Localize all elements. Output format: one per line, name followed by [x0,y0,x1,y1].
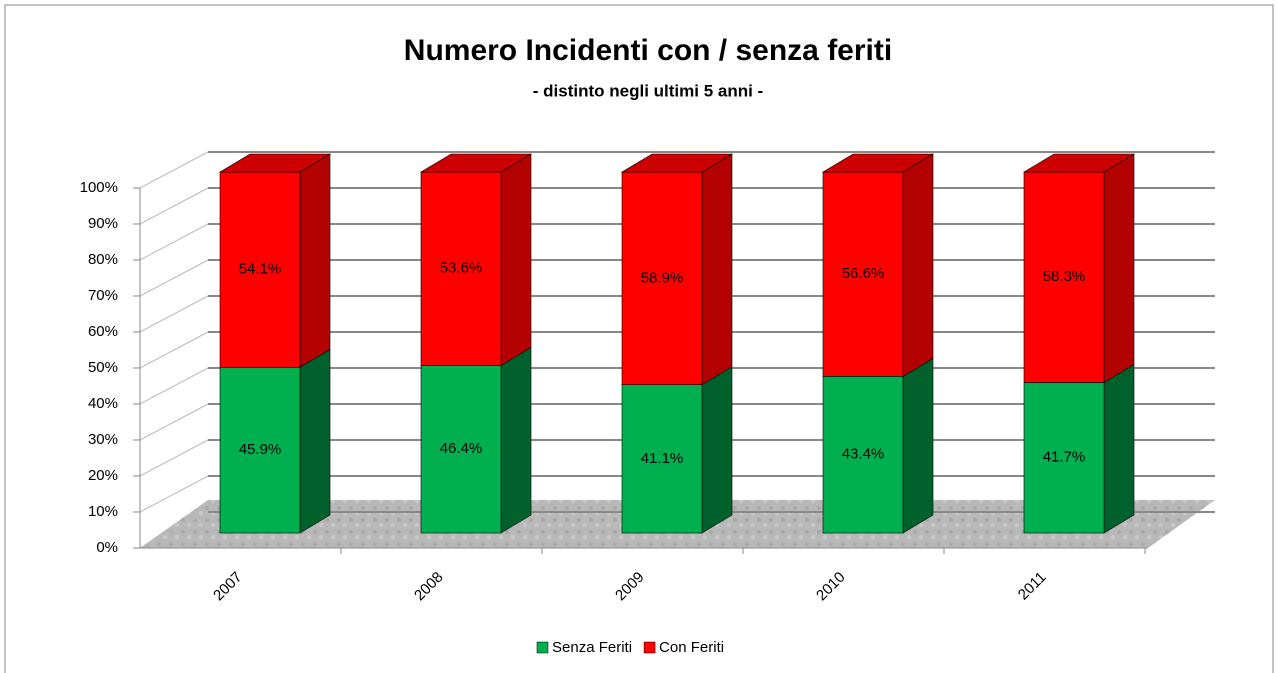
bar-side [701,153,733,386]
bar-side [902,153,934,377]
grid-line [139,331,209,369]
data-label: 41.7% [1043,449,1086,466]
data-label: 54.1% [239,261,282,278]
y-tick-label: 60% [88,323,118,340]
bar-top [419,153,533,173]
bar-side [1103,153,1135,383]
y-tick-label: 0% [96,539,118,556]
bar-top [218,153,332,173]
grid-line [139,439,209,477]
data-label: 53.6% [440,260,483,277]
data-label: 58.3% [1043,268,1086,285]
grid-line [139,295,209,333]
chart-subtitle: - distinto negli ultimi 5 anni - [533,81,763,100]
bar-top [620,153,734,173]
grid-line [139,223,209,261]
y-tick-label: 20% [88,467,118,484]
y-tick-label: 50% [88,359,118,376]
grid-line [139,403,209,441]
data-label: 43.4% [842,446,885,463]
bar [219,367,301,534]
bar-top [821,153,935,173]
bar-side [500,153,532,367]
data-label: 56.6% [842,265,885,282]
grid-line [139,259,209,297]
y-tick-label: 90% [88,215,118,232]
y-tick-label: 10% [88,503,118,520]
bar-side [500,346,532,534]
bar-side [299,153,331,368]
bar-side [701,366,733,534]
legend-label: Senza Feriti [552,639,632,656]
bar [1023,382,1105,534]
grid-line [139,367,209,405]
bar-side [902,357,934,534]
legend-swatch [536,641,549,654]
bar [1023,171,1105,383]
chart-title: Numero Incidenti con / senza feriti [404,34,892,67]
y-tick-label: 70% [88,287,118,304]
bar-side [1103,363,1135,534]
bar [219,171,301,368]
legend-label: Con Feriti [659,639,724,656]
bar [420,171,502,366]
grid-line [139,511,209,549]
bar [822,171,904,377]
y-tick-label: 30% [88,431,118,448]
bar-side [299,348,331,534]
data-label: 46.4% [440,440,483,457]
bar [822,376,904,534]
legend-swatch [643,641,656,654]
data-label: 41.1% [641,450,684,467]
bar-top [1022,153,1136,173]
y-tick-label: 100% [80,179,118,196]
grid-line [139,475,209,513]
grid-line [139,187,209,225]
y-tick-label: 80% [88,251,118,268]
bar [420,365,502,534]
y-tick-label: 40% [88,395,118,412]
data-label: 58.9% [641,269,684,286]
data-label: 45.9% [239,441,282,458]
bar [621,384,703,534]
grid-line [139,151,209,189]
bar [621,171,703,385]
